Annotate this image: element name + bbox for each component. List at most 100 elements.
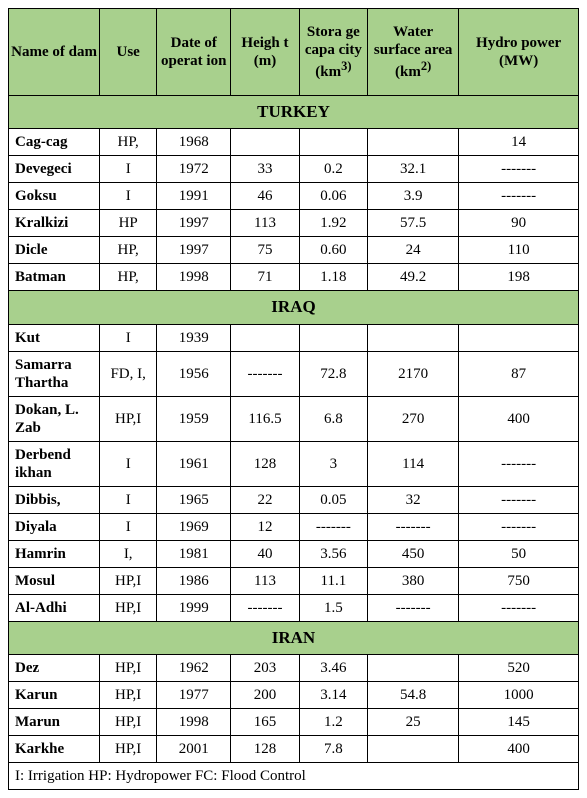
col-area: Water surface area (km2) xyxy=(368,9,459,96)
cell-name: Karkhe xyxy=(9,736,100,763)
cell-height: 40 xyxy=(231,540,299,567)
cell-name: Dicle xyxy=(9,237,100,264)
country-label: IRAN xyxy=(9,621,579,654)
cell-height: 116.5 xyxy=(231,396,299,441)
cell-storage: 3.14 xyxy=(299,682,367,709)
cell-use: I, xyxy=(100,540,157,567)
table-header: Name of dam Use Date of operat ion Heigh… xyxy=(9,9,579,96)
cell-date: 1972 xyxy=(157,156,231,183)
table-row: BatmanHP,1998711.1849.2198 xyxy=(9,264,579,291)
cell-use: FD, I, xyxy=(100,351,157,396)
cell-height xyxy=(231,129,299,156)
cell-use: I xyxy=(100,324,157,351)
cell-use: HP xyxy=(100,210,157,237)
cell-power: 400 xyxy=(459,396,579,441)
country-label: IRAQ xyxy=(9,291,579,324)
table-row: Al-AdhiHP,I1999-------1.5-------------- xyxy=(9,594,579,621)
cell-date: 1962 xyxy=(157,655,231,682)
cell-power: ------- xyxy=(459,513,579,540)
cell-name: Hamrin xyxy=(9,540,100,567)
cell-power: ------- xyxy=(459,183,579,210)
cell-storage: 1.18 xyxy=(299,264,367,291)
cell-power: 145 xyxy=(459,709,579,736)
cell-storage: 6.8 xyxy=(299,396,367,441)
cell-storage: 0.60 xyxy=(299,237,367,264)
cell-area xyxy=(368,655,459,682)
cell-name: Devegeci xyxy=(9,156,100,183)
cell-use: HP, xyxy=(100,129,157,156)
cell-use: HP,I xyxy=(100,594,157,621)
cell-height: 46 xyxy=(231,183,299,210)
cell-date: 1986 xyxy=(157,567,231,594)
cell-area: 32 xyxy=(368,486,459,513)
table-row: Samarra TharthaFD, I,1956-------72.82170… xyxy=(9,351,579,396)
table-footer: I: Irrigation HP: Hydropower FC: Flood C… xyxy=(9,763,579,790)
cell-storage: 1.2 xyxy=(299,709,367,736)
cell-storage: 72.8 xyxy=(299,351,367,396)
table-row: Dokan, L. ZabHP,I1959116.56.8270400 xyxy=(9,396,579,441)
cell-power: 198 xyxy=(459,264,579,291)
cell-date: 1998 xyxy=(157,709,231,736)
cell-name: Batman xyxy=(9,264,100,291)
cell-name: Dibbis, xyxy=(9,486,100,513)
cell-name: Diyala xyxy=(9,513,100,540)
cell-height: 71 xyxy=(231,264,299,291)
table-row: KarkheHP,I20011287.8400 xyxy=(9,736,579,763)
cell-date: 1998 xyxy=(157,264,231,291)
cell-name: Kut xyxy=(9,324,100,351)
cell-name: Karun xyxy=(9,682,100,709)
cell-power: 520 xyxy=(459,655,579,682)
cell-name: Al-Adhi xyxy=(9,594,100,621)
cell-date: 1959 xyxy=(157,396,231,441)
table-row: KralkiziHP19971131.9257.590 xyxy=(9,210,579,237)
cell-power: 50 xyxy=(459,540,579,567)
cell-storage: 3 xyxy=(299,441,367,486)
table-row: Cag-cagHP,196814 xyxy=(9,129,579,156)
cell-date: 1969 xyxy=(157,513,231,540)
col-storage: Stora ge capa city (km3) xyxy=(299,9,367,96)
cell-date: 1981 xyxy=(157,540,231,567)
cell-power: ------- xyxy=(459,441,579,486)
cell-use: HP,I xyxy=(100,655,157,682)
cell-power: 750 xyxy=(459,567,579,594)
cell-height: ------- xyxy=(231,594,299,621)
cell-area xyxy=(368,736,459,763)
cell-power: 110 xyxy=(459,237,579,264)
table-row: Derbend ikhanI19611283114------- xyxy=(9,441,579,486)
cell-name: Goksu xyxy=(9,183,100,210)
cell-area xyxy=(368,324,459,351)
cell-power: ------- xyxy=(459,486,579,513)
cell-storage xyxy=(299,129,367,156)
cell-area: 3.9 xyxy=(368,183,459,210)
cell-height: 33 xyxy=(231,156,299,183)
cell-name: Kralkizi xyxy=(9,210,100,237)
table-row: MosulHP,I198611311.1380750 xyxy=(9,567,579,594)
cell-area: ------- xyxy=(368,594,459,621)
cell-area: 57.5 xyxy=(368,210,459,237)
cell-area: 24 xyxy=(368,237,459,264)
cell-storage: 1.92 xyxy=(299,210,367,237)
cell-height: 75 xyxy=(231,237,299,264)
table-row: KarunHP,I19772003.1454.81000 xyxy=(9,682,579,709)
country-row: IRAQ xyxy=(9,291,579,324)
cell-storage: 11.1 xyxy=(299,567,367,594)
dams-table: Name of dam Use Date of operat ion Heigh… xyxy=(8,8,579,790)
cell-height: 200 xyxy=(231,682,299,709)
table-row: DevegeciI1972330.232.1------- xyxy=(9,156,579,183)
table-row: Dibbis,I1965220.0532------- xyxy=(9,486,579,513)
cell-power: 87 xyxy=(459,351,579,396)
cell-name: Mosul xyxy=(9,567,100,594)
table-row: DiyalaI196912--------------------- xyxy=(9,513,579,540)
cell-storage: 0.06 xyxy=(299,183,367,210)
cell-height: 203 xyxy=(231,655,299,682)
cell-height: 113 xyxy=(231,567,299,594)
cell-height xyxy=(231,324,299,351)
cell-area: 2170 xyxy=(368,351,459,396)
country-label: TURKEY xyxy=(9,96,579,129)
cell-height: 22 xyxy=(231,486,299,513)
cell-name: Samarra Thartha xyxy=(9,351,100,396)
cell-storage: ------- xyxy=(299,513,367,540)
cell-height: 165 xyxy=(231,709,299,736)
cell-power: 400 xyxy=(459,736,579,763)
cell-use: HP,I xyxy=(100,709,157,736)
